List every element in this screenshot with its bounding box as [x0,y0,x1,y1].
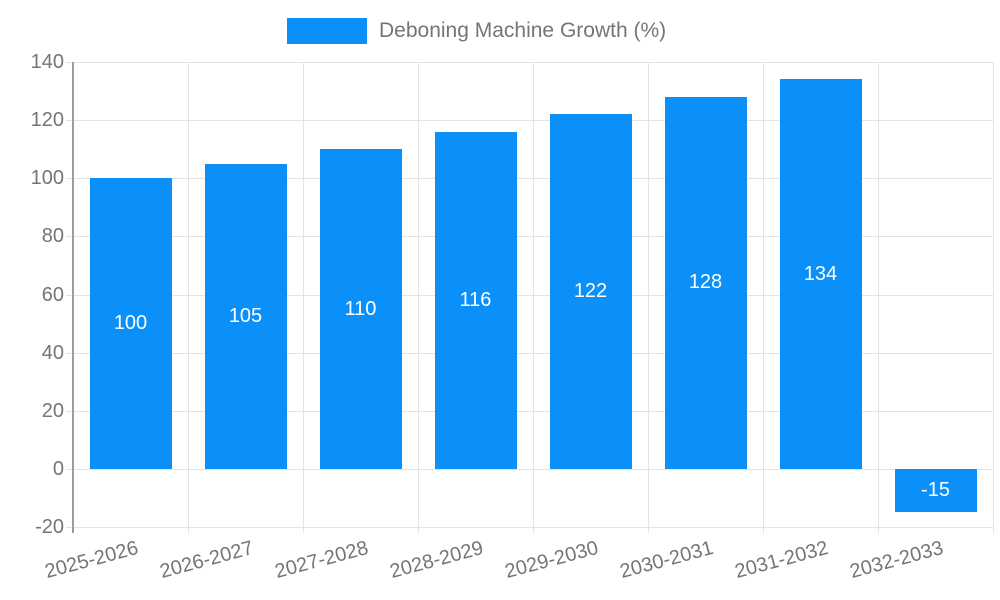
bar-2032-2033[interactable]: -15 [894,468,977,513]
y-axis-tick [66,410,73,412]
gridline-vertical [993,62,994,533]
y-tick-label: 140 [30,51,64,73]
bar-value-label: -15 [921,479,950,502]
gridline-vertical [303,62,304,533]
y-axis-tick [66,294,73,296]
y-axis-tick [66,468,73,470]
y-axis-line [72,62,74,533]
y-tick-label: 0 [52,457,64,480]
plot-area: 100 105 110 116 122 128 134 -15 [66,62,994,533]
bar-2027-2028[interactable]: 110 [319,149,402,469]
x-tick-label: 2028-2029 [387,537,486,584]
gridline-vertical [878,62,879,533]
bar-2028-2029[interactable]: 116 [434,131,517,469]
bar-2031-2032[interactable]: 134 [779,79,862,469]
y-axis-tick [66,236,73,238]
y-tick-label: 40 [41,341,64,364]
gridline-vertical [648,62,649,533]
legend-label: Deboning Machine Growth (%) [379,19,667,42]
y-tick-label: 80 [41,225,64,248]
y-tick-label: 120 [30,109,64,132]
legend-item[interactable]: Deboning Machine Growth (%) [287,18,666,44]
bar-value-label: 122 [573,280,608,303]
x-tick-label: 2027-2028 [272,537,371,584]
bar-value-label: 100 [113,312,148,335]
bar-value-label: 128 [688,271,723,294]
y-axis-tick [66,527,73,528]
bar-value-label: 134 [803,262,838,285]
x-tick-label: 2032-2033 [847,537,946,584]
legend-swatch-icon [287,18,367,44]
bar-2026-2027[interactable]: 105 [204,163,287,469]
gridline-vertical [763,62,764,533]
x-tick-label: 2025-2026 [42,537,141,584]
y-tick-label: 60 [41,283,64,306]
bar-value-label: 110 [344,297,377,320]
bar-value-label: 116 [459,288,492,311]
y-axis-tick [66,352,73,354]
y-tick-label: 100 [30,167,64,190]
x-tick-label: 2031-2032 [732,537,831,584]
y-axis-tick [66,62,73,63]
gridline-vertical [533,62,534,533]
x-axis-labels: 2025-2026 2026-2027 2027-2028 2028-2029 2029… [42,537,993,597]
bar-2030-2031[interactable]: 128 [664,96,747,469]
x-tick-label: 2029-2030 [502,537,601,584]
bar-2025-2026[interactable]: 100 [89,178,172,469]
y-tick-label: 20 [41,399,64,422]
y-axis-tick [66,178,73,180]
y-axis-tick [66,120,73,122]
gridline-vertical [188,62,189,533]
gridline-vertical [418,62,419,533]
bar-2029-2030[interactable]: 122 [549,114,632,469]
bar-value-label: 105 [228,304,263,327]
y-axis-labels: 140 120 100 80 60 40 20 0 -20 [0,51,64,538]
y-tick-label: -20 [35,516,64,538]
x-tick-label: 2026-2027 [157,537,256,584]
x-tick-label: 2030-2031 [617,537,716,584]
